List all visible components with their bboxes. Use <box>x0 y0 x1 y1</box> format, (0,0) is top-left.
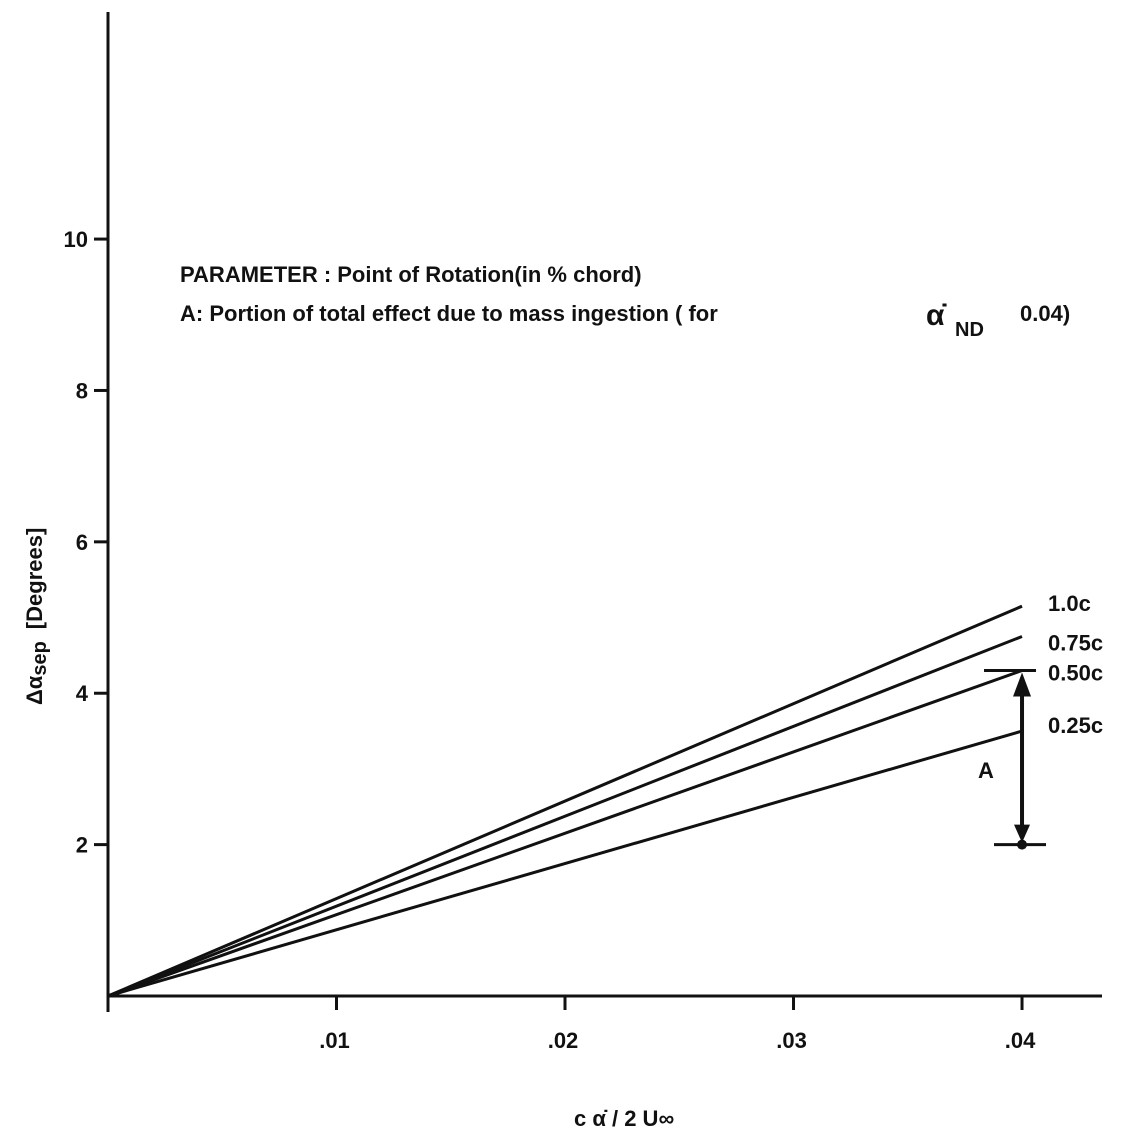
series-labels: 1.0c 0.75c 0.50c 0.25c <box>1048 591 1103 738</box>
portion-a-bracket <box>984 669 1047 850</box>
y-axis-title-units: [Degrees] <box>22 528 47 629</box>
x-tick-label: .01 <box>319 1028 350 1053</box>
annotation-a-text: A: Portion of total effect due to mass i… <box>180 301 718 326</box>
bracket-end-dot <box>1017 839 1028 850</box>
y-tick-label: 6 <box>76 530 88 555</box>
y-axis-title-main: Δαsep [Degrees] <box>22 528 51 705</box>
series-label: 0.25c <box>1048 713 1103 738</box>
axes <box>106 12 1102 1012</box>
annotation-a-value: 0.04) <box>1020 301 1070 326</box>
bracket-arrow-down <box>1014 824 1031 843</box>
y-tick-label: 2 <box>76 833 88 858</box>
mass-ingestion-annotation: A: Portion of total effect due to mass i… <box>180 299 1070 341</box>
alpha-dot-symbol: α̇ <box>926 299 947 332</box>
x-tick-label: .02 <box>548 1028 579 1053</box>
y-tick-label: 4 <box>76 681 89 706</box>
x-tick-label: .03 <box>776 1028 807 1053</box>
ticks: .01 .02 .03 .04 2 4 6 8 10 <box>64 227 1037 1053</box>
series-label: 0.50c <box>1048 661 1103 686</box>
series-line-0.50c <box>107 669 1023 998</box>
y-axis-title: Δαsep [Degrees] <box>22 528 51 705</box>
series-line-1.0c <box>107 604 1023 998</box>
bracket-arrow-up <box>1013 672 1032 697</box>
y-tick-label: 8 <box>76 378 88 403</box>
x-tick-label: .04 <box>1005 1028 1036 1053</box>
y-tick-label: 10 <box>64 227 88 252</box>
series-line-0.75c <box>107 635 1023 998</box>
bracket-label-a: A <box>978 758 994 783</box>
parameter-annotation: PARAMETER : Point of Rotation(in % chord… <box>180 262 642 287</box>
y-axis-title-subscript: sep <box>29 641 51 675</box>
series-label: 0.75c <box>1048 630 1103 655</box>
series-lines <box>107 604 1023 998</box>
alpha-subscript: ND <box>955 319 984 341</box>
y-axis-title-symbol: Δα <box>22 675 47 705</box>
series-line-0.25c <box>107 729 1023 998</box>
x-axis-title: c α̇ / 2 U∞ <box>574 1106 674 1131</box>
series-label: 1.0c <box>1048 591 1091 616</box>
